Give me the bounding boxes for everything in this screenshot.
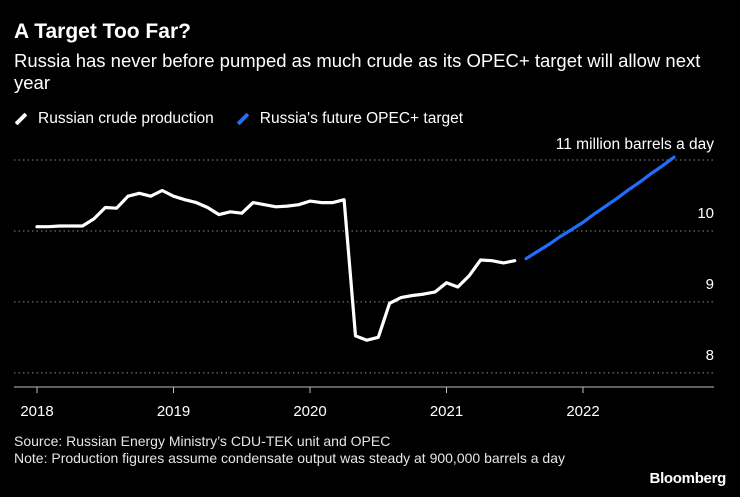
legend-item-target: Russia's future OPEC+ target bbox=[236, 110, 463, 128]
target-point bbox=[615, 197, 619, 200]
production-point bbox=[388, 302, 391, 305]
production-point bbox=[342, 198, 346, 201]
production-point bbox=[308, 199, 312, 203]
production-point bbox=[445, 281, 448, 284]
production-point bbox=[35, 225, 39, 228]
production-point bbox=[365, 338, 369, 342]
target-point bbox=[524, 257, 528, 260]
target-point bbox=[638, 180, 642, 184]
target-point bbox=[627, 188, 630, 191]
target-point bbox=[547, 243, 551, 246]
legend-label-target: Russia's future OPEC+ target bbox=[259, 110, 464, 127]
production-point bbox=[183, 198, 187, 201]
production-point bbox=[274, 205, 278, 209]
target-point bbox=[536, 250, 539, 253]
production-point bbox=[69, 224, 73, 228]
chart-title: A Target Too Far? bbox=[14, 20, 191, 43]
target-point bbox=[559, 235, 562, 238]
target-point bbox=[672, 155, 676, 159]
production-point bbox=[195, 201, 198, 204]
production-point bbox=[320, 201, 323, 204]
footnotes: Source: Russian Energy Ministry’s CDU-TE… bbox=[14, 433, 614, 467]
x-axis: 2018 2019 2020 2021 2022 bbox=[14, 386, 714, 420]
production-point bbox=[286, 204, 289, 208]
production-point bbox=[331, 201, 334, 204]
production-point bbox=[58, 224, 61, 228]
production-point bbox=[104, 206, 107, 209]
target-annotation: 11 million barrels a day bbox=[556, 136, 714, 153]
x-tick-label: 2021 bbox=[430, 403, 463, 420]
production-point bbox=[354, 334, 357, 338]
production-point bbox=[126, 194, 130, 198]
target-point bbox=[661, 164, 664, 167]
x-tick-label: 2022 bbox=[566, 403, 599, 420]
production-point bbox=[411, 294, 414, 297]
production-point bbox=[240, 212, 243, 215]
production-point bbox=[172, 194, 175, 198]
production-point bbox=[422, 292, 425, 296]
target-point bbox=[593, 212, 596, 216]
series-lines bbox=[35, 155, 676, 342]
x-tick-label: 2020 bbox=[293, 403, 326, 420]
production-point bbox=[81, 224, 84, 228]
production-point bbox=[399, 296, 403, 299]
production-point bbox=[206, 206, 209, 209]
source-note: Source: Russian Energy Ministry’s CDU-TE… bbox=[14, 433, 391, 449]
production-point bbox=[47, 225, 50, 228]
production-point bbox=[217, 213, 221, 216]
y-tick-label: 10 bbox=[697, 205, 714, 222]
production-point bbox=[479, 258, 482, 262]
production-point bbox=[502, 261, 505, 265]
legend-item-production: Russian crude production bbox=[14, 110, 214, 128]
target-point bbox=[570, 228, 573, 231]
y-tick-label: 9 bbox=[706, 276, 714, 293]
production-point bbox=[115, 207, 118, 210]
production-point bbox=[92, 217, 96, 221]
production-point bbox=[433, 290, 437, 294]
production-point bbox=[377, 336, 380, 339]
y-axis-labels: 8 9 10 bbox=[697, 205, 714, 364]
production-line bbox=[35, 188, 517, 342]
production-point bbox=[456, 285, 460, 289]
x-tick-label: 2019 bbox=[157, 403, 190, 420]
production-point bbox=[513, 259, 516, 262]
production-point bbox=[160, 189, 164, 192]
target-point bbox=[604, 204, 607, 208]
bloomberg-logo: Bloomberg bbox=[649, 470, 727, 487]
x-tick-label: 2018 bbox=[20, 403, 53, 420]
target-point bbox=[650, 172, 653, 175]
production-point bbox=[297, 203, 300, 206]
legend-label-production: Russian crude production bbox=[38, 110, 214, 127]
production-point bbox=[149, 194, 152, 198]
gridlines bbox=[14, 159, 714, 374]
production-point bbox=[490, 259, 494, 262]
target-point bbox=[581, 221, 585, 224]
target-line bbox=[524, 155, 676, 261]
chart-subtitle: Russia has never before pumped as much c… bbox=[14, 50, 701, 93]
production-point bbox=[229, 210, 232, 213]
y-tick-label: 8 bbox=[706, 347, 714, 364]
methodology-note: Note: Production figures assume condensa… bbox=[14, 450, 566, 466]
legend: Russian crude production Russia's future… bbox=[14, 110, 485, 128]
production-point bbox=[263, 203, 266, 206]
production-point bbox=[468, 274, 471, 277]
production-point bbox=[138, 192, 141, 195]
production-point bbox=[251, 201, 255, 204]
